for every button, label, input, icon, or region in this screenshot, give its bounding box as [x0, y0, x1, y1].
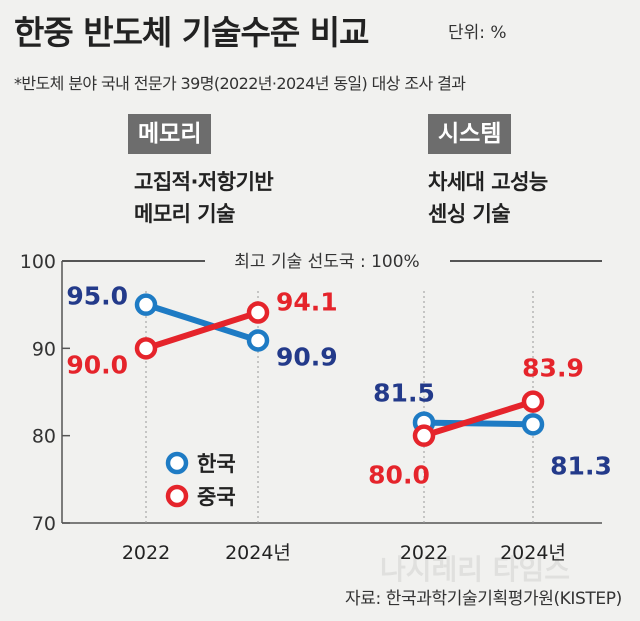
data-label-korea: 81.3 [550, 451, 612, 480]
y-tick-label-70: 70 [32, 513, 56, 535]
data-point-china [134, 337, 158, 360]
series-line-china [145, 309, 259, 352]
data-label-china: 80.0 [368, 461, 430, 490]
panel-subtitle-system-line1: 차세대 고성능 [428, 170, 548, 194]
y-tick-label-100: 100 [20, 251, 56, 273]
x-label-2024년: 2024년 [225, 542, 291, 564]
series-line-china [423, 398, 534, 439]
reference-label: 최고 기술 선도국 : 100% [234, 252, 419, 272]
panel-subtitle-memory-line2: 메모리 기술 [134, 202, 235, 226]
data-label-china: 94.1 [276, 288, 338, 317]
watermark: 나시레리 타임스 [380, 553, 571, 586]
series-line-korea [145, 301, 259, 344]
legend-marker-china [165, 484, 189, 508]
legend-label-korea: 한국 [197, 452, 236, 476]
panel-subtitle-memory-line1: 고집적·저항기반 [134, 170, 274, 194]
series-line-korea [423, 419, 534, 428]
x-label-2022: 2022 [122, 542, 170, 564]
data-point-korea [521, 413, 545, 436]
legend-label-china: 중국 [197, 485, 236, 509]
data-label-korea: 90.9 [276, 342, 338, 371]
y-tick-label-90: 90 [32, 338, 56, 360]
survey-note: *반도체 분야 국내 전문가 39명(2022년·2024년 동일) 대상 조사… [14, 74, 466, 93]
data-point-korea [246, 329, 270, 352]
chart-title: 한중 반도체 기술수준 비교 [14, 13, 369, 52]
legend-marker-korea [165, 451, 189, 475]
data-label-china: 90.0 [66, 350, 128, 379]
data-point-china [412, 424, 436, 447]
data-label-korea: 95.0 [66, 282, 128, 311]
unit-label: 단위: % [448, 23, 507, 43]
source-credit: 자료: 한국과학기술기획평가원(KISTEP) [345, 589, 622, 609]
x-label-2022: 2022 [400, 542, 448, 564]
panel-tag-system: 시스템 [428, 114, 512, 154]
data-point-china [521, 390, 545, 413]
data-label-korea: 81.5 [373, 379, 435, 408]
panel-subtitle-system-line2: 센싱 기술 [428, 202, 511, 226]
data-point-korea [134, 293, 158, 316]
panel-subtitle-system: 차세대 고성능 센싱 기술 [428, 166, 548, 230]
x-label-2024년: 2024년 [500, 542, 566, 564]
data-label-china: 83.9 [522, 354, 584, 383]
data-point-china [246, 301, 270, 324]
panel-subtitle-memory: 고집적·저항기반 메모리 기술 [134, 166, 274, 230]
panel-tag-memory: 메모리 [128, 114, 212, 154]
y-tick-label-80: 80 [32, 426, 56, 448]
